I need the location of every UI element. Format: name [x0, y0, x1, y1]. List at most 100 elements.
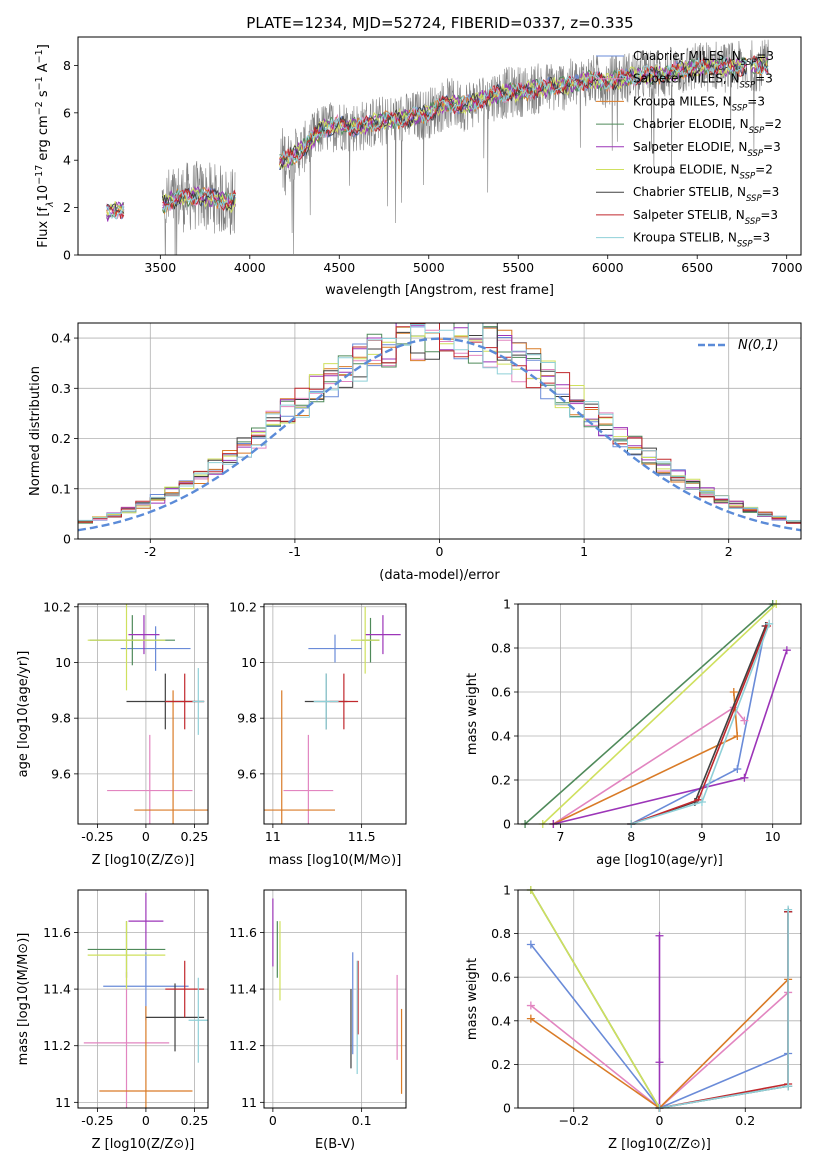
y-tick-label: 10.2: [43, 599, 71, 614]
y-tick-label: 0.2: [491, 773, 511, 788]
mass-weight-line: [542, 604, 777, 824]
cumweight-age-axes: 7 8 9 10 0 0.2 0.4 0.6 0.8 1 age [log10(age/yr)] ma…: [465, 597, 802, 868]
x-tick-label: 8: [627, 829, 635, 844]
y-tick-label: 11.2: [43, 1038, 71, 1053]
x-tick-label: 5000: [413, 260, 445, 275]
spectrum-model-line: [106, 56, 769, 220]
y-tick-label: 9.6: [51, 766, 71, 781]
x-tick-label: -1: [289, 544, 301, 559]
mass-weight-marker: [729, 688, 738, 696]
y-tick-label: 11.6: [229, 925, 257, 940]
y-tick-label: 0: [63, 532, 71, 547]
legend-label: Chabrier STELIB, NSSP=3: [633, 185, 779, 204]
axes-frame: [263, 889, 407, 1109]
x-tick-label: 0: [142, 829, 150, 844]
y-axis-label: mass [log10(M/M⊙)]: [16, 933, 31, 1066]
x-tick-label: −0.2: [559, 1113, 589, 1128]
x-tick-label: 6000: [592, 260, 624, 275]
y-tick-label: 10.2: [229, 599, 257, 614]
x-tick-label: 0.25: [180, 829, 208, 844]
y-tick-label: 11: [241, 1095, 257, 1110]
axes-frame: [517, 603, 802, 825]
y-tick-label: 11.4: [43, 982, 71, 997]
y-tick-label: 0.1: [51, 481, 71, 496]
age-mass-axes: 11 11.5 9.6 9.8 10 10.2 mass [log10(M/M⊙)]: [229, 599, 407, 868]
mass-weight-line: [530, 978, 789, 1108]
y-tick-label: 0.2: [51, 431, 71, 446]
y-tick-label: 11: [55, 1095, 71, 1110]
mass-weight-marker: [733, 765, 742, 773]
legend-label: Salpeter MILES, NSSP=3: [633, 72, 773, 91]
spectrum-model-line: [106, 55, 769, 220]
mass-ebv-axes: 0 0.1 11 11.2 11.4 11.6 E(B-V): [229, 889, 407, 1152]
x-tick-label: 2: [725, 544, 733, 559]
x-axis-label: Z [log10(Z/Z⊙)]: [92, 853, 195, 868]
mass-weight-line: [530, 991, 789, 1108]
x-tick-label: 1: [580, 544, 588, 559]
legend-label: Kroupa ELODIE, NSSP=2: [633, 163, 773, 182]
y-tick-label: 11.2: [229, 1038, 257, 1053]
x-tick-label: 0: [656, 1113, 664, 1128]
x-tick-label: 4500: [323, 260, 355, 275]
x-tick-label: 0: [269, 1113, 277, 1128]
x-tick-label: 0.25: [180, 1113, 208, 1128]
y-tick-label: 0.4: [491, 1013, 511, 1028]
x-tick-label: 0.2: [735, 1113, 755, 1128]
spectrum-model-line: [106, 56, 769, 215]
y-tick-label: 0.4: [491, 729, 511, 744]
axes-frame: [77, 36, 802, 256]
mass-weight-line: [553, 649, 788, 824]
y-tick-label: 0.6: [491, 685, 511, 700]
figure-title: PLATE=1234, MJD=52724, FIBERID=0337, z=0…: [246, 14, 633, 32]
y-tick-label: 0.6: [491, 970, 511, 985]
mass-weight-marker: [655, 931, 664, 940]
x-tick-label: 6500: [681, 260, 713, 275]
cumweight-z-axes: −0.2 0 0.2 0 0.2 0.4 0.6 0.8 1 Z [log10(Z/Z⊙)] mas…: [465, 883, 802, 1152]
mass-weight-marker: [740, 773, 749, 782]
y-tick-label: 0.8: [491, 926, 511, 941]
y-tick-label: 9.8: [51, 711, 71, 726]
residual-histogram: [78, 323, 801, 525]
y-tick-label: 4: [63, 153, 71, 168]
mass-weight-marker: [526, 1014, 535, 1023]
y-tick-label: 0: [503, 817, 511, 832]
y-tick-label: 9.6: [237, 766, 257, 781]
x-tick-label: 5500: [502, 260, 534, 275]
x-tick-label: 11.5: [348, 829, 376, 844]
x-axis-label: Z [log10(Z/Z⊙)]: [608, 1137, 711, 1152]
x-axis-label: wavelength [Angstrom, rest frame]: [325, 283, 554, 298]
legend-label: N(0,1): [738, 338, 779, 353]
mass-weight-marker: [782, 646, 791, 655]
y-axis-label: mass weight: [465, 958, 480, 1040]
axes-frame: [517, 889, 802, 1109]
axes-frame: [77, 889, 209, 1109]
residuals-axes: -2 -1 0 1 2 0 0.1 0.2 0.3 0.4 (data-model)/error No…: [28, 322, 802, 583]
x-axis-label: Z [log10(Z/Z⊙)]: [92, 1137, 195, 1152]
x-tick-label: -0.25: [81, 829, 113, 844]
mass-weight-marker: [784, 1082, 793, 1091]
y-tick-label: 0: [503, 1101, 511, 1116]
y-tick-label: 0: [63, 248, 71, 263]
mass-weight-marker: [655, 1058, 664, 1067]
legend-label: Salpeter ELODIE, NSSP=3: [633, 140, 781, 159]
x-axis-label: (data-model)/error: [379, 568, 500, 583]
x-tick-label: 9: [698, 829, 706, 844]
axes-frame: [77, 322, 802, 540]
axes-layer: 3500 4000 4500 5000 5500 6000 6500 700002468wav…: [16, 36, 803, 1152]
spectrum-model-line: [106, 56, 769, 222]
x-tick-label: 4000: [234, 260, 266, 275]
y-tick-label: 9.8: [237, 711, 257, 726]
x-tick-label: 0.1: [352, 1113, 372, 1128]
mass-weight-line: [553, 691, 739, 824]
spectrum-axes: 3500 4000 4500 5000 5500 6000 6500 7000 0 2 4 6 8 wav…: [34, 36, 803, 298]
legend-label: Salpeter STELIB, NSSP=3: [633, 208, 778, 227]
mass-weight-marker: [697, 798, 706, 806]
y-axis-label: Normed distribution: [28, 366, 43, 496]
mass-weight-marker: [733, 732, 742, 740]
x-tick-label: -2: [144, 544, 156, 559]
x-axis-label: E(B-V): [315, 1137, 355, 1152]
y-axis-label: mass weight: [465, 673, 480, 755]
mass-z-axes: -0.25 0 0.25 11 11.2 11.4 11.6 Z [log10(Z/Z⊙)] m…: [16, 889, 209, 1152]
mass-weight-marker: [526, 940, 535, 949]
y-tick-label: 11.6: [43, 925, 71, 940]
